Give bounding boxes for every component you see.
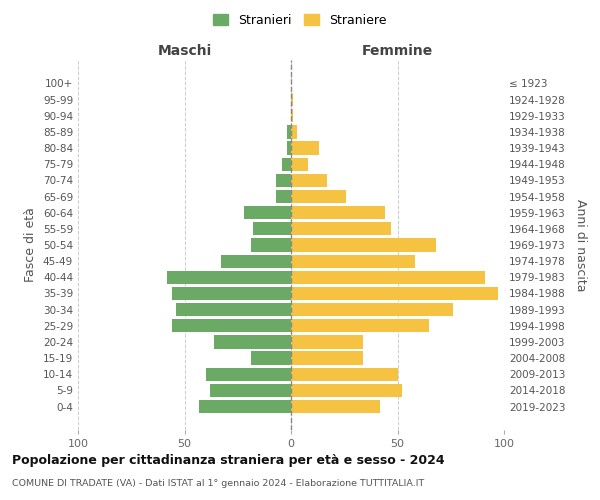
Bar xyxy=(172,319,291,332)
Bar xyxy=(199,400,291,413)
Bar xyxy=(291,303,453,316)
Bar xyxy=(291,142,319,154)
Bar xyxy=(172,287,291,300)
Bar xyxy=(291,109,293,122)
Bar xyxy=(221,254,291,268)
Bar xyxy=(291,336,364,348)
Y-axis label: Anni di nascita: Anni di nascita xyxy=(574,198,587,291)
Bar xyxy=(291,206,385,220)
Bar xyxy=(291,238,436,252)
Bar xyxy=(210,384,291,397)
Bar xyxy=(251,238,291,252)
Bar xyxy=(276,174,291,187)
Bar xyxy=(276,190,291,203)
Bar xyxy=(291,158,308,171)
Bar xyxy=(291,190,346,203)
Bar xyxy=(291,352,364,364)
Bar xyxy=(291,222,391,235)
Text: Maschi: Maschi xyxy=(157,44,212,58)
Y-axis label: Fasce di età: Fasce di età xyxy=(25,208,37,282)
Text: COMUNE DI TRADATE (VA) - Dati ISTAT al 1° gennaio 2024 - Elaborazione TUTTITALIA: COMUNE DI TRADATE (VA) - Dati ISTAT al 1… xyxy=(12,479,424,488)
Text: Popolazione per cittadinanza straniera per età e sesso - 2024: Popolazione per cittadinanza straniera p… xyxy=(12,454,445,467)
Bar xyxy=(291,319,430,332)
Bar xyxy=(291,384,402,397)
Bar xyxy=(291,368,398,381)
Bar xyxy=(291,174,327,187)
Bar xyxy=(287,126,291,138)
Bar xyxy=(167,270,291,284)
Bar xyxy=(291,126,298,138)
Bar xyxy=(287,142,291,154)
Bar xyxy=(291,270,485,284)
Bar xyxy=(206,368,291,381)
Bar xyxy=(283,158,291,171)
Bar xyxy=(291,93,293,106)
Bar xyxy=(253,222,291,235)
Text: Femmine: Femmine xyxy=(362,44,433,58)
Bar xyxy=(291,287,497,300)
Legend: Stranieri, Straniere: Stranieri, Straniere xyxy=(208,8,392,32)
Bar xyxy=(244,206,291,220)
Bar xyxy=(291,400,380,413)
Bar xyxy=(291,254,415,268)
Bar xyxy=(251,352,291,364)
Bar xyxy=(176,303,291,316)
Bar xyxy=(214,336,291,348)
